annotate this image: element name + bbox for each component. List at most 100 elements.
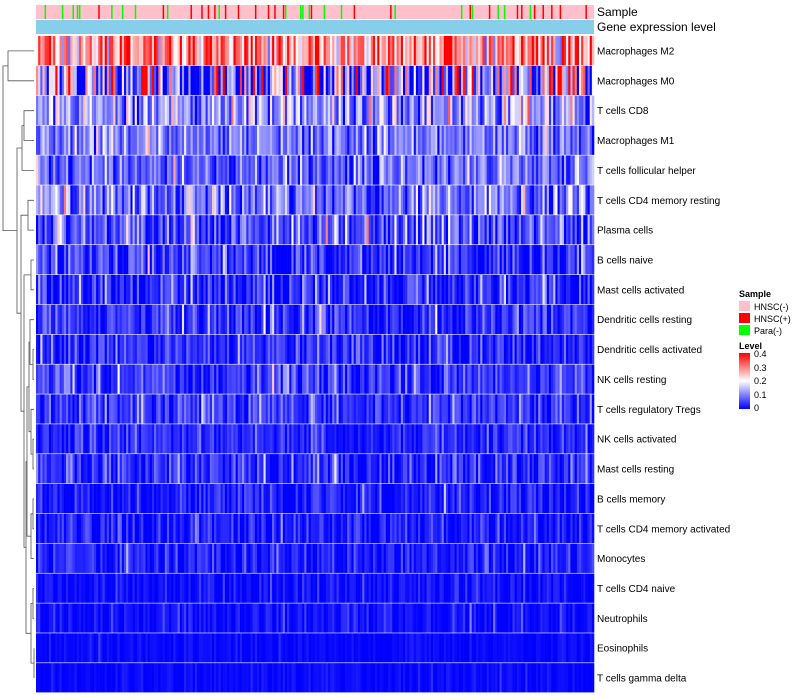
heatmap-cell [261,364,264,394]
heatmap-cell [87,125,90,155]
heatmap-cell [490,513,494,544]
heatmap-cell [143,483,146,514]
heatmap-cell [201,155,204,185]
heatmap-cell [510,185,513,215]
heatmap-cell [175,483,178,514]
heatmap-cell [72,65,75,96]
heatmap-cell [209,394,213,424]
heatmap-cell [387,513,391,544]
heatmap-cell [394,155,397,185]
heatmap-cell [261,245,264,275]
heatmap-cell [184,543,187,573]
heatmap-cell [390,155,393,185]
heatmap-cell [171,334,174,364]
heatmap-cell [460,543,464,573]
heatmap-cell [460,394,464,424]
heatmap-cell [450,304,453,335]
heatmap-cell [385,155,389,185]
heatmap-cell [233,185,236,215]
heatmap-cell [111,155,114,185]
heatmap-cell [581,245,584,275]
heatmap-cell [538,185,541,215]
heatmap-cell [89,215,93,245]
heatmap-cell [141,573,144,603]
heatmap-cell [424,95,427,125]
heatmap-cell [493,364,496,394]
heatmap-cell [61,245,65,275]
heatmap-cell [433,364,436,394]
heatmap-cell [267,36,271,66]
heatmap-cell [113,513,116,544]
heatmap-cell [405,394,408,424]
heatmap-cell [38,155,41,185]
heatmap-cell [36,155,39,185]
heatmap-cell [415,155,419,185]
heatmap-cell [441,185,445,215]
heatmap-cell [538,125,541,155]
heatmap-cell [463,245,466,275]
heatmap-cell [289,513,292,544]
heatmap-cell [542,394,545,424]
heatmap-cell [372,454,376,484]
heatmap-cell [91,424,95,454]
heatmap-cell [445,245,449,275]
heatmap-cell [231,36,234,66]
heatmap-cell [467,364,470,394]
heatmap-cell [422,304,425,335]
heatmap-cell [111,65,114,96]
heatmap-cell [561,543,565,573]
heatmap-cell [169,364,172,394]
heatmap-cell [91,394,95,424]
heatmap-cell [81,364,84,394]
heatmap-cell [61,394,65,424]
heatmap-cell [572,65,575,96]
heatmap-cell [463,483,466,514]
heatmap-cell [278,364,281,394]
heatmap-cell [321,95,324,125]
heatmap-cell [192,36,196,66]
heatmap-cell [126,424,129,454]
heatmap-cell [327,334,331,364]
heatmap-cell [68,334,71,364]
heatmap-cell [490,543,494,573]
heatmap-cell [364,215,367,245]
heatmap-cell [229,65,232,96]
heatmap-cell [514,155,518,185]
heatmap-cell [555,245,558,275]
heatmap-cell [345,274,348,305]
heatmap-cell [115,274,118,305]
heatmap-cell [379,245,382,275]
heatmap-cell [91,573,95,603]
heatmap-cell [199,274,202,305]
heatmap-cell [548,36,552,66]
heatmap-cell [108,394,112,424]
heatmap-cell [151,513,155,544]
heatmap-cell [126,304,129,335]
heatmap-cell [553,245,556,275]
heatmap-cell [400,185,404,215]
heatmap-cell [267,394,271,424]
heatmap-cell [287,543,290,573]
heatmap-cell [104,125,108,155]
heatmap-cell [173,65,176,96]
heatmap-cell [147,454,151,484]
heatmap-cell [261,573,264,603]
heatmap-cell [531,454,535,484]
heatmap-cell [546,245,550,275]
heatmap-cell [445,65,449,96]
heatmap-cell [194,394,198,424]
heatmap-cell [184,483,187,514]
heatmap-cell [113,454,116,484]
heatmap-cell [557,483,560,514]
heatmap-cell [123,245,127,275]
heatmap-cell [297,334,301,364]
heatmap-cell [529,95,533,125]
heatmap-cell [158,513,161,544]
heatmap-cell [220,454,224,484]
heatmap-cell [201,483,204,514]
heatmap-cell [508,304,511,335]
heatmap-cell [169,483,172,514]
heatmap-cell [218,573,221,603]
heatmap-cell [117,543,120,573]
heatmap-cell [460,454,464,484]
